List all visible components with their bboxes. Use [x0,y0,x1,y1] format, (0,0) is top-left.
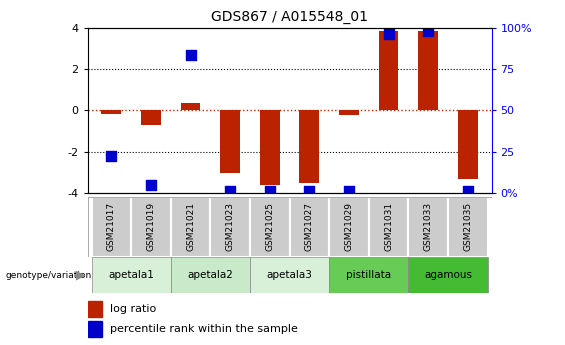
Text: GSM21031: GSM21031 [384,202,393,252]
Point [146,182,155,188]
Text: ▶: ▶ [76,269,86,282]
Bar [418,31,438,110]
FancyBboxPatch shape [369,197,408,257]
FancyBboxPatch shape [171,257,250,293]
Text: genotype/variation: genotype/variation [6,270,92,280]
FancyBboxPatch shape [290,197,329,257]
Point [424,28,433,33]
Text: GSM21027: GSM21027 [305,202,314,252]
Text: GSM21023: GSM21023 [225,202,234,252]
Bar [458,110,477,179]
Point [186,52,195,57]
Text: apetala3: apetala3 [267,270,312,280]
FancyBboxPatch shape [92,257,171,293]
Point [265,188,274,194]
FancyBboxPatch shape [408,257,488,293]
Text: apetala2: apetala2 [188,270,233,280]
Bar [260,110,280,185]
Bar [102,110,121,114]
Point [225,188,234,194]
FancyBboxPatch shape [329,257,408,293]
FancyBboxPatch shape [210,197,250,257]
FancyBboxPatch shape [131,197,171,257]
Bar [141,110,161,125]
FancyBboxPatch shape [408,197,448,257]
Bar [299,110,319,183]
Text: GSM21033: GSM21033 [424,202,433,252]
Bar [220,110,240,172]
Title: GDS867 / A015548_01: GDS867 / A015548_01 [211,10,368,24]
Point [463,188,472,194]
Text: apetala1: apetala1 [108,270,154,280]
Text: GSM21017: GSM21017 [107,202,116,252]
FancyBboxPatch shape [250,197,290,257]
Bar [339,110,359,115]
Text: log ratio: log ratio [110,304,156,314]
Text: pistillata: pistillata [346,270,392,280]
Point [345,188,354,194]
FancyBboxPatch shape [448,197,488,257]
Point [107,153,116,159]
Text: GSM21025: GSM21025 [265,202,274,252]
Bar [88,322,102,337]
Bar [88,301,102,317]
Point [384,31,393,37]
Bar [379,31,398,110]
Point [305,188,314,194]
Text: GSM21021: GSM21021 [186,202,195,252]
Bar [181,103,201,110]
Text: GSM21029: GSM21029 [345,202,354,252]
FancyBboxPatch shape [92,197,131,257]
Text: percentile rank within the sample: percentile rank within the sample [110,324,298,334]
Text: agamous: agamous [424,270,472,280]
FancyBboxPatch shape [250,257,329,293]
FancyBboxPatch shape [329,197,369,257]
FancyBboxPatch shape [171,197,210,257]
Text: GSM21035: GSM21035 [463,202,472,252]
Text: GSM21019: GSM21019 [146,202,155,252]
